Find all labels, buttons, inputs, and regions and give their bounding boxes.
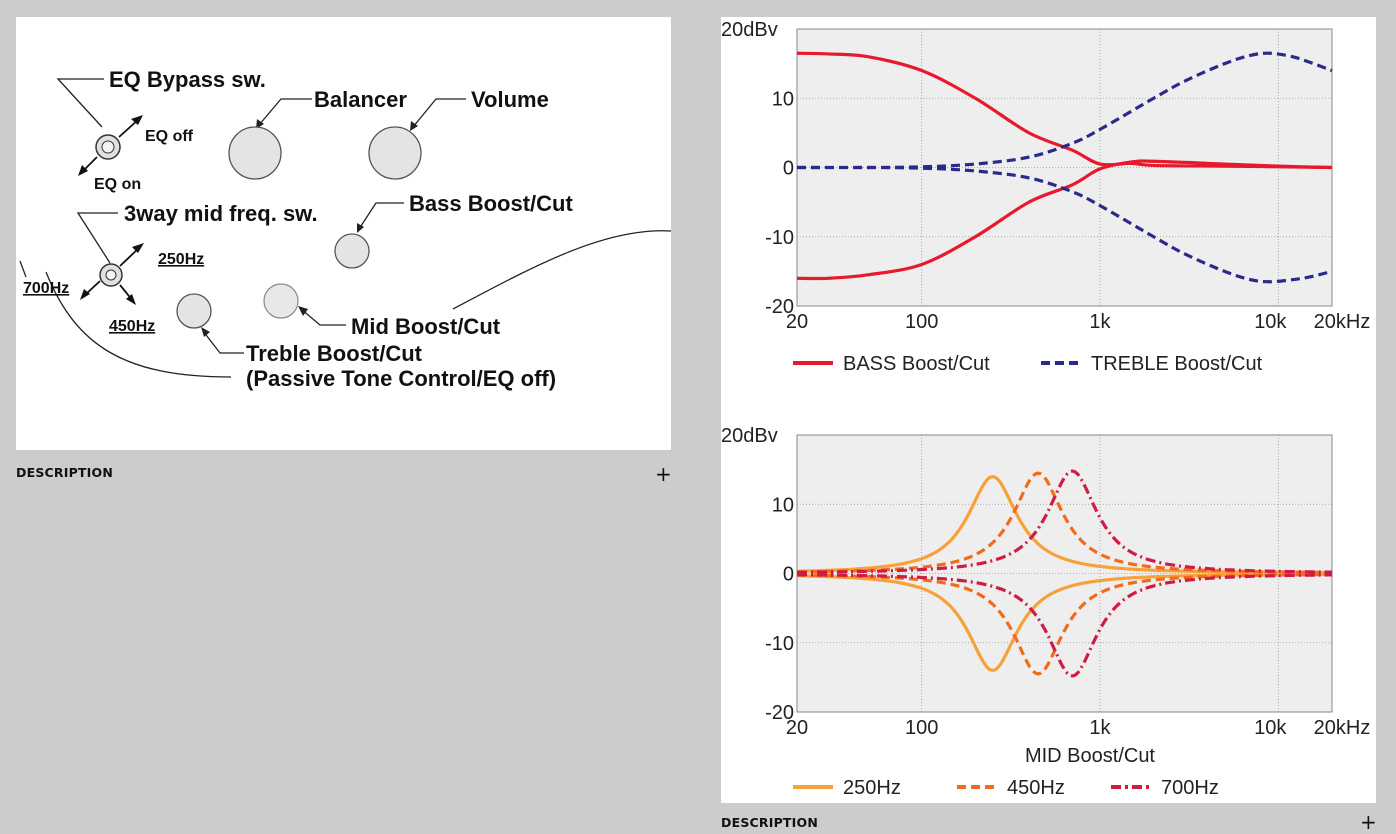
y-tick-label: -20 [765,296,794,318]
series-line-0-2 [796,51,1333,170]
description-label-left[interactable]: DESCRIPTION [16,465,113,480]
x-tick-label: 20kHz [1314,717,1371,739]
hz450-label: 450Hz [109,318,155,335]
eq-bypass-label: EQ Bypass sw. [109,67,266,92]
x-tick-label: 10k [1254,311,1287,333]
y-tick-label: 10 [772,494,794,516]
volume-knob[interactable] [368,126,422,180]
expand-plus-icon-left[interactable]: + [655,462,672,486]
eq-off-label: EQ off [145,128,194,145]
x-axis-label: MID Boost/Cut [1025,745,1155,767]
passive-label: (Passive Tone Control/EQ off) [246,366,556,391]
x-tick-label: 20kHz [1314,311,1371,333]
treble-label: Treble Boost/Cut [246,341,423,366]
body-outline-left [45,271,232,378]
mid-freq-switch-label: 3way mid freq. sw. [124,201,318,226]
balancer-knob[interactable] [228,126,282,180]
series-line-700hz-cut [797,573,1332,678]
legend-label: TREBLE Boost/Cut [1091,353,1263,375]
series-line-0-0 [796,51,1333,170]
y-tick-label: 10 [772,88,794,110]
frequency-response-card: 20dBv 10 0 -10 -20 20 100 1k 10k 20kHz BASS Boost/… [721,17,1376,803]
balancer-label: Balancer [314,87,407,112]
legend-label: 700Hz [1161,777,1219,799]
hz250-label: 250Hz [158,251,204,268]
series-line-700hz-boost [797,469,1332,574]
bass-label: Bass Boost/Cut [409,191,573,216]
y-tick-label: 20dBv [721,425,778,447]
description-label-right[interactable]: DESCRIPTION [721,815,818,830]
hz700-label: 700Hz [23,280,69,297]
legend-label: 450Hz [1007,777,1065,799]
x-tick-label: 100 [905,311,938,333]
x-tick-label: 100 [905,717,938,739]
x-tick-label: 1k [1089,717,1111,739]
expand-plus-icon-right[interactable]: + [1360,810,1377,834]
x-tick-label: 10k [1254,717,1287,739]
volume-label: Volume [471,87,549,112]
x-tick-label: 20 [786,311,808,333]
y-tick-label: -10 [765,227,794,249]
legend-label: BASS Boost/Cut [843,353,990,375]
y-tick-label: 0 [783,158,794,180]
x-tick-label: 20 [786,717,808,739]
x-tick-label: 1k [1089,311,1111,333]
series-line-0-3 [796,165,1333,284]
y-tick-label: 20dBv [721,19,778,41]
mid-knob[interactable] [263,283,299,319]
y-tick-label: -20 [765,702,794,724]
legend-label: 250Hz [843,777,901,799]
control-layout-diagram: EQ Bypass sw. EQ off EQ on Balancer Volu… [19,67,672,391]
y-tick-label: 0 [783,564,794,586]
y-tick-label: -10 [765,633,794,655]
body-outline-right [452,230,672,310]
bass-knob[interactable] [334,233,370,269]
eq-on-label: EQ on [94,176,141,193]
control-layout-card: EQ Bypass sw. EQ off EQ on Balancer Volu… [16,17,672,450]
series-line-0-1 [796,159,1333,281]
mid-label: Mid Boost/Cut [351,314,501,339]
treble-knob[interactable] [176,293,212,329]
